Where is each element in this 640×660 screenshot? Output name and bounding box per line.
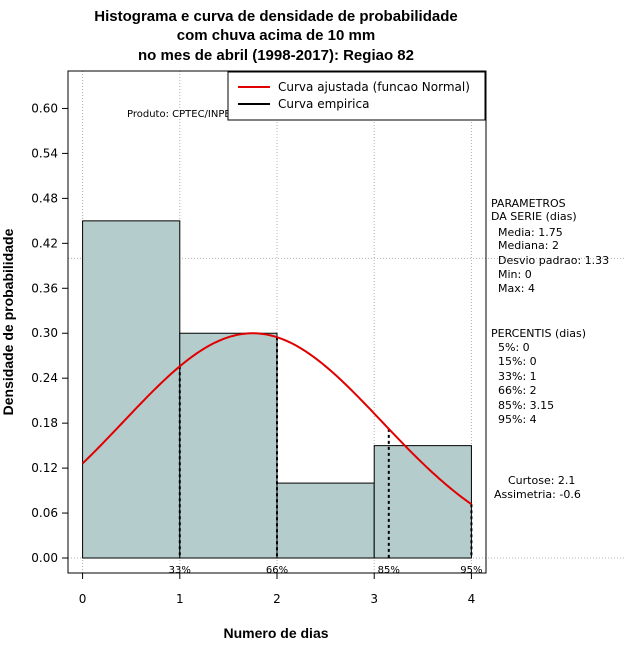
x-axis-tick-label: 2 xyxy=(273,592,281,606)
chart-title-line-2: com chuva acima de 10 mm xyxy=(177,27,375,44)
percentile-item: 95%: 4 xyxy=(498,413,537,426)
curves xyxy=(81,332,473,506)
histogram-bar xyxy=(276,482,375,559)
percentile-item: 15%: 0 xyxy=(498,355,537,368)
x-axis-tick-label: 0 xyxy=(79,592,87,606)
percentile-markers: 33% 66% 85% 95% xyxy=(169,337,483,576)
percentile-marker-label: 95% xyxy=(460,565,482,576)
credit-text: Produto: CPTEC/INPE xyxy=(127,109,231,120)
histogram-bar xyxy=(179,332,278,559)
y-axis-tick-label: 0.36 xyxy=(31,281,58,295)
legend-empirical-label: Curva empirica xyxy=(278,97,369,111)
y-axis-tick-label: 0.12 xyxy=(31,461,58,475)
curtose-text: Curtose: 2.1 xyxy=(508,474,575,487)
chart-title-line-1: Histograma e curva de densidade de proba… xyxy=(94,8,457,25)
parameters-header-1: PARAMETROS xyxy=(491,197,566,210)
y-axis-title: Densidade de probabilidade xyxy=(0,228,16,415)
y-axis-tick-label: 0.54 xyxy=(31,146,58,160)
y-axis-tick-label: 0.24 xyxy=(31,371,58,385)
fitted-normal-curve xyxy=(81,332,473,506)
y-axis-tick-label: 0.60 xyxy=(31,101,58,115)
legend: Curva ajustada (funcao Normal) Curva emp… xyxy=(227,71,486,121)
y-axis-tick-label: 0.42 xyxy=(31,236,58,250)
percentile-marker-label: 33% xyxy=(169,565,191,576)
parameters-header-2: DA SERIE (dias) xyxy=(491,210,577,223)
x-axis-title: Numero de dias xyxy=(223,625,328,641)
percentile-item: 33%: 1 xyxy=(498,370,537,383)
percentile-item: 66%: 2 xyxy=(498,384,537,397)
param-max: Max: 4 xyxy=(498,282,535,295)
histogram-bar xyxy=(82,220,181,559)
legend-fitted-label: Curva ajustada (funcao Normal) xyxy=(278,80,470,94)
y-axis-tick-label: 0.00 xyxy=(31,551,58,565)
axis-ticks: 0.00 0.06 0.12 0.18 0.24 0.30 0.36 0.42 0.48 0.54… xyxy=(31,101,475,606)
histogram-bars xyxy=(82,220,472,559)
legend-box xyxy=(227,71,486,121)
param-mediana: Mediana: 2 xyxy=(498,239,559,252)
percentiles-header: PERCENTIS (dias) xyxy=(491,327,586,340)
y-axis-tick-label: 0.30 xyxy=(31,326,58,340)
chart-title-line-3: no mes de abril (1998-2017): Regiao 82 xyxy=(138,47,414,64)
x-axis-tick-label: 3 xyxy=(370,592,378,606)
y-axis-tick-label: 0.48 xyxy=(31,191,58,205)
x-axis-tick-label: 1 xyxy=(176,592,184,606)
y-axis-tick-label: 0.18 xyxy=(31,416,58,430)
plot-frame xyxy=(67,70,487,574)
assimetria-text: Assimetria: -0.6 xyxy=(494,488,581,501)
param-min: Min: 0 xyxy=(498,268,532,281)
param-desvio: Desvio padrao: 1.33 xyxy=(498,254,609,267)
param-media: Media: 1.75 xyxy=(498,226,563,239)
percentiles-panel: PERCENTIS (dias) 5%: 0 15%: 0 33%: 1 66%… xyxy=(491,327,586,426)
percentile-marker-label: 85% xyxy=(378,565,400,576)
shape-panel: Curtose: 2.1 Assimetria: -0.6 xyxy=(494,474,581,501)
parameters-panel: PARAMETROS DA SERIE (dias) Media: 1.75 M… xyxy=(491,197,609,295)
percentile-item: 85%: 3.15 xyxy=(498,399,554,412)
percentile-marker-label: 66% xyxy=(266,565,288,576)
x-axis-tick-label: 4 xyxy=(468,592,476,606)
y-axis-tick-label: 0.06 xyxy=(31,506,58,520)
percentile-item: 5%: 0 xyxy=(498,341,530,354)
